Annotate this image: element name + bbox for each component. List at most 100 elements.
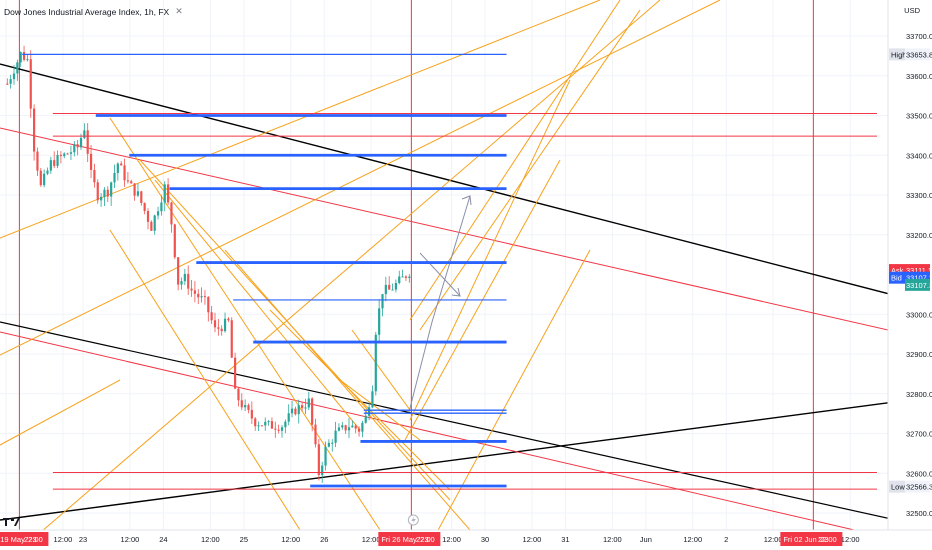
candle-body bbox=[290, 408, 294, 414]
candle-body bbox=[341, 425, 344, 428]
price-tick-label: 32800.00 bbox=[906, 390, 932, 399]
time-tick-label: 2 bbox=[724, 535, 728, 544]
candle-body bbox=[140, 191, 143, 204]
candle-body bbox=[237, 388, 240, 401]
candle-body bbox=[53, 160, 56, 166]
symbol-header[interactable]: Dow Jones Industrial Average Index, 1h, … bbox=[4, 6, 183, 17]
candle-body bbox=[267, 421, 270, 423]
candle-body bbox=[334, 430, 337, 443]
candle-body bbox=[123, 165, 126, 181]
trend-line[interactable] bbox=[269, 309, 451, 491]
trend-line[interactable] bbox=[0, 331, 932, 548]
projection-path-short[interactable] bbox=[419, 252, 461, 297]
time-tick-label: 12:00 bbox=[201, 535, 220, 544]
candle-body bbox=[297, 405, 300, 415]
time-tick-label: 12:00 bbox=[764, 535, 783, 544]
candle-body bbox=[357, 428, 361, 432]
candle-body bbox=[230, 320, 233, 358]
trend-line[interactable] bbox=[154, 179, 361, 431]
time-highlight-bg bbox=[378, 532, 441, 546]
time-tick-label: 23 bbox=[79, 535, 87, 544]
price-tick-label: 33300.00 bbox=[906, 191, 932, 200]
trend-line[interactable] bbox=[0, 321, 932, 528]
price-badge-bg bbox=[905, 48, 930, 61]
candle-body bbox=[73, 144, 76, 153]
candle-body bbox=[22, 52, 26, 60]
candle-body bbox=[244, 405, 247, 408]
candle-body bbox=[368, 407, 371, 416]
trend-line[interactable] bbox=[430, 249, 591, 545]
candle-body bbox=[160, 202, 163, 212]
candle-body bbox=[301, 405, 304, 409]
candle-body bbox=[33, 108, 36, 152]
time-axis[interactable]: 12:00 22:00 12:00 23 12:00 24 12:00 25 12:00 26 12… bbox=[0, 529, 932, 550]
candle-body bbox=[394, 282, 397, 290]
time-tick-label: 26 bbox=[320, 535, 328, 544]
trend-line[interactable] bbox=[109, 229, 301, 530]
grid-lines bbox=[0, 0, 888, 530]
candle-body bbox=[126, 180, 129, 182]
projection-path[interactable] bbox=[408, 195, 471, 413]
trend-line[interactable] bbox=[0, 63, 932, 305]
candle-body bbox=[120, 163, 123, 166]
candle-body bbox=[213, 320, 217, 328]
candle-body bbox=[314, 424, 317, 445]
candle-body bbox=[247, 405, 250, 410]
price-badge-tag-bg bbox=[889, 480, 905, 493]
trend-line[interactable] bbox=[409, 79, 571, 421]
time-tick-label: 25 bbox=[240, 535, 248, 544]
candle-body bbox=[63, 153, 66, 157]
candle-body bbox=[187, 273, 190, 289]
candle-body bbox=[86, 130, 89, 154]
candle-body bbox=[404, 276, 408, 278]
candle-body bbox=[150, 221, 153, 231]
price-tick-label: 33200.00 bbox=[906, 231, 932, 240]
trend-line[interactable] bbox=[0, 397, 932, 521]
candle-body bbox=[200, 296, 203, 298]
candle-body bbox=[19, 52, 22, 63]
trend-line[interactable] bbox=[409, 0, 621, 321]
candle-body bbox=[210, 312, 213, 321]
candle-body bbox=[294, 408, 297, 415]
trend-line[interactable] bbox=[20, 0, 661, 550]
time-tick-label: 12:00 bbox=[523, 535, 542, 544]
time-tick-label: 12:00 bbox=[683, 535, 702, 544]
trend-line[interactable] bbox=[0, 0, 721, 356]
candle-body bbox=[12, 73, 16, 80]
candle-body bbox=[270, 421, 274, 429]
time-tick-label: 12:00 bbox=[121, 535, 140, 544]
candle-body bbox=[59, 154, 62, 157]
candle-body bbox=[56, 154, 59, 166]
candle-body bbox=[287, 413, 290, 422]
candle-body bbox=[9, 79, 12, 84]
candle-body bbox=[364, 415, 367, 423]
candle-body bbox=[136, 191, 140, 196]
price-tick-label: 32600.00 bbox=[906, 469, 932, 478]
trend-line[interactable] bbox=[0, 379, 121, 446]
time-tick-label: 12:00 bbox=[54, 535, 73, 544]
candle-body bbox=[324, 446, 327, 466]
trend-line[interactable] bbox=[224, 249, 471, 530]
price-badge-tag: Low bbox=[891, 483, 905, 492]
candle-body bbox=[321, 465, 324, 476]
trend-line[interactable] bbox=[419, 9, 641, 331]
candle-body bbox=[388, 284, 391, 290]
candle-body bbox=[180, 281, 183, 285]
time-tick-label: 12:00 bbox=[362, 535, 381, 544]
price-badge-label: 33107.35 bbox=[906, 274, 932, 283]
projection-arrow bbox=[461, 195, 472, 206]
price-axis[interactable]: 33700.00 33600.00 33500.00 33400.00 33300.00… bbox=[887, 0, 932, 530]
close-icon[interactable]: ✕ bbox=[175, 6, 183, 16]
candle-body bbox=[203, 296, 207, 298]
candle-body bbox=[190, 288, 193, 291]
price-badge-label: 33653.80 bbox=[906, 50, 932, 59]
candle-body bbox=[100, 196, 103, 201]
trend-line[interactable] bbox=[109, 117, 381, 530]
candle-body bbox=[254, 418, 257, 427]
price-badge-bg bbox=[905, 278, 930, 291]
candle-body bbox=[133, 183, 136, 196]
level-lines[interactable] bbox=[22, 53, 877, 526]
